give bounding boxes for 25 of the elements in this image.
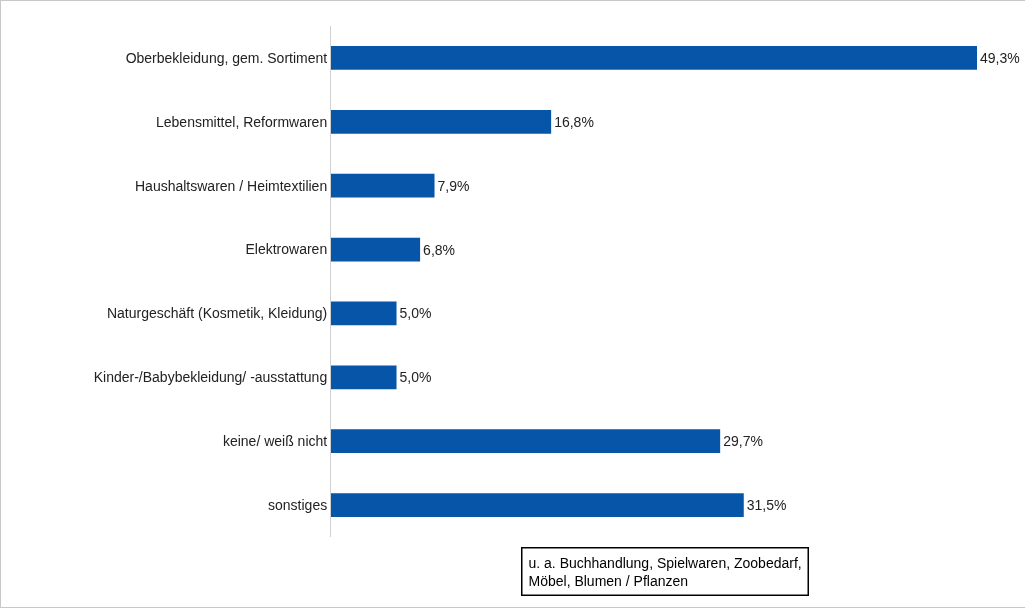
y-tick-label: Kinder-/Babybekleidung/ -ausstattung — [93, 369, 328, 386]
bar — [331, 365, 397, 390]
data-label: 7,9% — [437, 177, 470, 194]
y-tick-label: Oberbekleidung, gem. Sortiment — [125, 49, 328, 66]
y-tick-label: Lebensmittel, Reformwaren — [156, 113, 328, 130]
bar — [331, 237, 421, 262]
data-label: 16,8% — [554, 113, 594, 130]
y-tick-label: Elektrowaren — [245, 241, 328, 258]
data-label: 5,0% — [399, 369, 432, 386]
data-label: 31,5% — [746, 497, 787, 514]
bar — [331, 301, 397, 326]
data-label: 49,3% — [980, 49, 1020, 66]
y-tick-label: Haushaltswaren / Heimtextilien — [135, 177, 328, 194]
bar — [331, 429, 721, 453]
bar — [331, 173, 435, 198]
y-tick-label: Naturgeschäft (Kosmetik, Kleidung) — [106, 305, 328, 322]
y-tick-label: keine/ weiß nicht — [222, 433, 328, 450]
text: u. a. Buchhandlung, Spielwaren, Zoobedarf, Möbel, Blumen / Pflanzen — [528, 554, 802, 589]
data-label: 6,8% — [423, 241, 456, 258]
data-label: 29,7% — [723, 433, 763, 450]
bar — [331, 110, 552, 134]
y-tick-label: sonstiges — [268, 496, 328, 513]
bar — [331, 46, 977, 70]
bar — [331, 493, 744, 517]
data-label: 5,0% — [399, 305, 432, 322]
